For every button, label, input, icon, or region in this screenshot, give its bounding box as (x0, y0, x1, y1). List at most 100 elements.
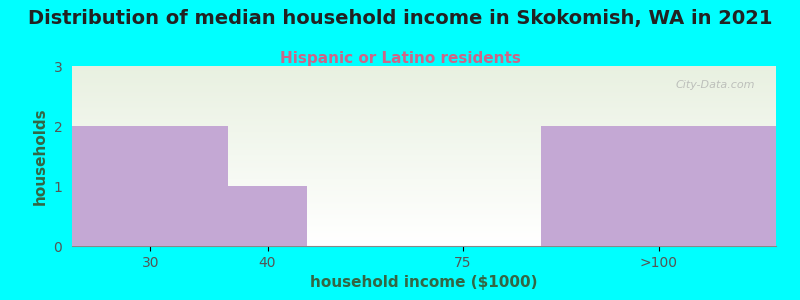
Bar (72, 158, 776, 159)
Bar (72, 122, 776, 123)
Bar (72, 169, 776, 170)
Bar (72, 82, 776, 83)
Bar (72, 139, 776, 140)
Bar (72, 201, 776, 202)
Bar (72, 146, 776, 147)
Bar (72, 137, 776, 138)
Bar (72, 231, 776, 232)
Bar (72, 131, 776, 132)
Bar (72, 80, 776, 81)
Bar (72, 130, 776, 131)
Bar (72, 213, 776, 214)
Bar (72, 153, 776, 154)
Bar (72, 148, 776, 149)
Bar (72, 237, 776, 238)
Bar (72, 226, 776, 227)
Bar (72, 195, 776, 196)
Bar (72, 83, 776, 84)
Bar (72, 222, 776, 223)
Bar (72, 181, 776, 182)
Bar (72, 76, 776, 77)
Bar (72, 224, 776, 225)
Bar (72, 160, 776, 161)
Bar (72, 101, 776, 102)
Bar (72, 243, 776, 244)
Text: City-Data.com: City-Data.com (675, 80, 755, 90)
Bar (72, 150, 776, 151)
Y-axis label: households: households (33, 107, 48, 205)
Bar (72, 90, 776, 91)
Bar (72, 166, 776, 167)
Bar (72, 187, 776, 188)
Bar (72, 116, 776, 117)
Bar (72, 214, 776, 215)
Bar (72, 210, 776, 211)
Bar (72, 180, 776, 181)
Bar (72, 110, 776, 111)
Bar (72, 218, 776, 219)
Bar (72, 245, 776, 246)
Bar (72, 91, 776, 92)
Bar (72, 184, 776, 185)
Bar (72, 111, 776, 112)
Bar (72, 70, 776, 71)
Bar (72, 151, 776, 152)
Bar (72, 171, 776, 172)
Bar (72, 149, 776, 150)
Bar (72, 78, 776, 79)
Bar (72, 73, 776, 74)
Bar (72, 172, 776, 173)
Bar (72, 232, 776, 233)
Bar (72, 173, 776, 174)
Bar (72, 240, 776, 241)
Bar (72, 178, 776, 179)
Bar (72, 239, 776, 240)
Bar (72, 126, 229, 246)
Bar (72, 123, 776, 124)
Bar (72, 185, 776, 186)
Bar (72, 211, 776, 212)
Bar (72, 89, 776, 90)
Bar (72, 174, 776, 175)
Bar (72, 197, 776, 198)
Bar (72, 209, 776, 210)
Bar (72, 127, 776, 128)
Bar (72, 77, 776, 78)
Bar (72, 129, 776, 130)
Bar (72, 134, 776, 135)
Bar (72, 136, 776, 137)
Bar (72, 69, 776, 70)
Bar (72, 104, 776, 105)
Bar (72, 75, 776, 76)
Bar (72, 206, 776, 207)
Bar (72, 86, 776, 87)
Bar (72, 204, 776, 205)
Bar (72, 200, 776, 201)
Bar (72, 177, 776, 178)
Bar (72, 215, 776, 216)
Bar (72, 228, 776, 229)
Bar (72, 192, 776, 193)
Bar (72, 72, 776, 73)
Bar (72, 121, 776, 122)
Bar (72, 191, 776, 192)
Bar (72, 68, 776, 69)
Bar (72, 225, 776, 226)
Bar (72, 115, 776, 116)
Bar (72, 236, 776, 237)
Bar (72, 147, 776, 148)
Bar (72, 112, 776, 113)
Bar (72, 227, 776, 228)
Bar (72, 169, 776, 170)
Bar (72, 132, 776, 133)
Bar (72, 155, 776, 156)
Bar (72, 98, 776, 99)
Bar (72, 157, 776, 158)
Bar (72, 217, 776, 218)
Bar (72, 133, 776, 134)
Bar (72, 207, 776, 208)
Bar (72, 141, 776, 142)
Bar (72, 156, 776, 157)
Bar (72, 170, 776, 171)
Bar (72, 85, 776, 86)
